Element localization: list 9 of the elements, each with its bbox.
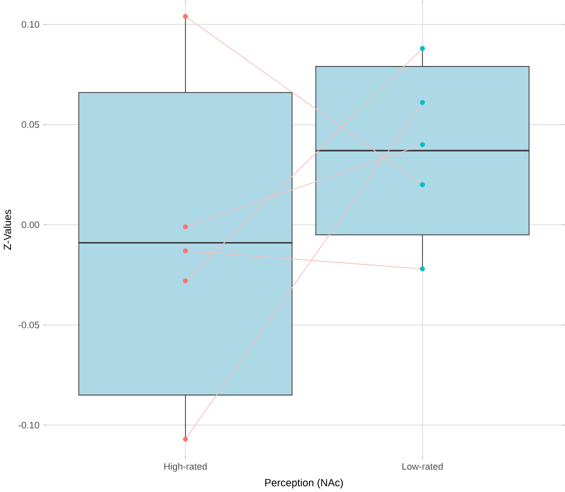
y-tick-label: 0.10 [22,21,40,28]
y-axis-title: Z-Values [3,210,12,250]
x-axis-title: Perception (NAc) [265,478,343,488]
y-tick-label: -0.10 [18,422,40,429]
y-tick-label: 0.05 [22,121,40,128]
y-tick-label: 0.00 [22,222,40,228]
y-tick-label: -0.05 [18,322,40,328]
x-tick-label: Low-rated [402,462,443,470]
x-tick-label: High-rated [164,462,207,472]
